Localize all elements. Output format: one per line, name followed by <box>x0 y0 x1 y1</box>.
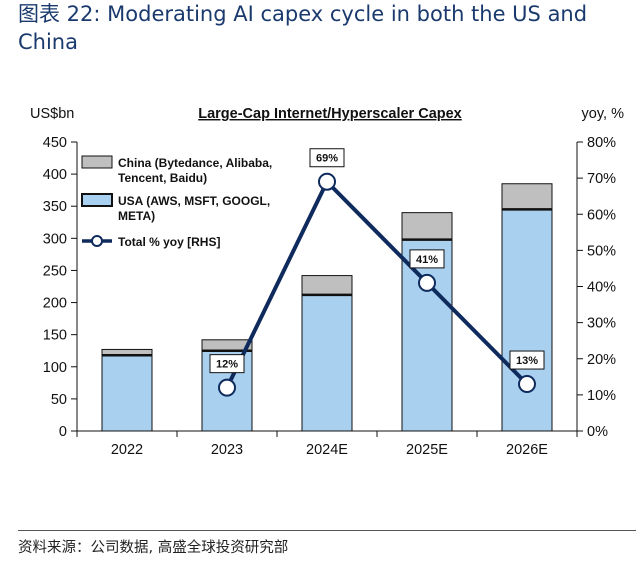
legend-label-china: China (Bytedance, Alibaba, Tencent, Baidu… <box>118 156 272 185</box>
legend-swatch-usa <box>81 193 113 207</box>
y-tick-label: 450 <box>43 135 67 151</box>
yoy-data-label-box <box>509 350 545 370</box>
figure-title: 图表 22: Moderating AI capex cycle in both… <box>18 2 588 54</box>
y-tick-label: 400 <box>43 167 67 183</box>
x-tick-label: 2024E <box>306 442 348 458</box>
y2-tick-label: 10% <box>587 388 616 404</box>
yoy-data-label: 41% <box>416 254 438 266</box>
y2-tick-label: 80% <box>587 135 616 151</box>
bar-china <box>401 212 453 241</box>
yoy-point <box>418 273 436 292</box>
yoy-point <box>218 378 236 397</box>
source-note: 资料来源：公司数据, 高盛全球投资研究部 <box>18 540 289 556</box>
legend-label-usa: USA (AWS, MSFT, GOOGL, META) <box>118 194 270 223</box>
y-tick-label: 50 <box>51 392 67 408</box>
x-tick-label: 2022 <box>111 442 143 458</box>
y2-tick-label: 50% <box>587 243 616 259</box>
yoy-data-label: 69% <box>316 153 338 165</box>
bar-usa <box>401 239 453 432</box>
bar-usa <box>301 294 353 432</box>
y2-tick-label: 0% <box>587 424 608 440</box>
yoy-data-label: 12% <box>216 359 238 371</box>
yoy-data-label-box <box>409 249 445 269</box>
bar-usa <box>501 208 553 432</box>
bar-usa <box>101 354 153 432</box>
y-axis-label: US$bn <box>30 106 74 122</box>
y2-axis-label: yoy, % <box>582 106 625 122</box>
y-tick-label: 150 <box>43 328 67 344</box>
y2-tick-label: 30% <box>587 316 616 332</box>
y-tick-label: 250 <box>43 263 67 279</box>
legend-swatch-china <box>81 155 113 169</box>
x-tick-label: 2025E <box>406 442 448 458</box>
y2-tick-label: 70% <box>587 171 616 187</box>
x-tick-label: 2023 <box>211 442 243 458</box>
y-tick-label: 350 <box>43 199 67 215</box>
y-tick-label: 100 <box>43 360 67 376</box>
yoy-point <box>518 375 536 394</box>
yoy-data-label: 13% <box>516 355 538 367</box>
y2-tick-label: 60% <box>587 207 616 223</box>
y2-tick-label: 20% <box>587 352 616 368</box>
chart-title: Large-Cap Internet/Hyperscaler Capex <box>198 106 462 122</box>
y-tick-label: 300 <box>43 231 67 247</box>
y2-tick-label: 40% <box>587 280 616 296</box>
bar-china <box>501 183 553 210</box>
yoy-data-label-box <box>209 354 245 374</box>
x-tick-label: 2026E <box>506 442 548 458</box>
legend-label-yoy: Total % yoy [RHS] <box>118 235 220 249</box>
source-divider <box>18 530 636 531</box>
yoy-line <box>225 178 529 389</box>
y-tick-label: 200 <box>43 296 67 312</box>
yoy-point <box>318 172 336 191</box>
bar-china <box>301 275 353 296</box>
y-tick-label: 0 <box>59 424 67 440</box>
yoy-data-label-box <box>309 148 345 168</box>
legend-swatch-yoy-marker <box>91 235 103 247</box>
